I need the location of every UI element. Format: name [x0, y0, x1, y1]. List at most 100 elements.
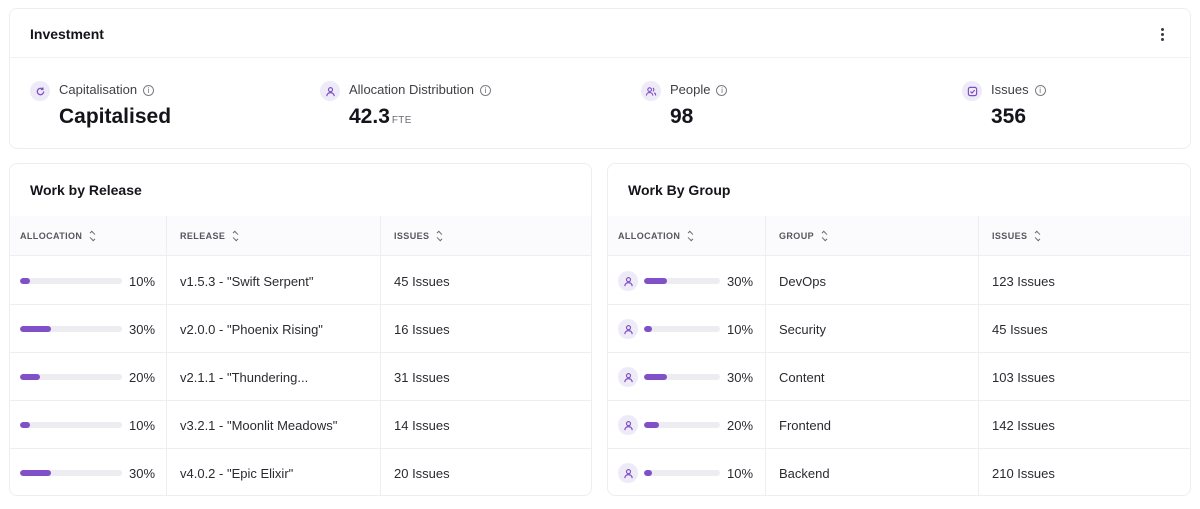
metric-value: 98	[670, 105, 694, 128]
table-row[interactable]: 20% Frontend 142 Issues	[608, 401, 1190, 449]
release-name[interactable]: v2.1.1 - "Thundering...	[180, 369, 309, 385]
allocation-cell: 30%	[618, 257, 753, 305]
work-by-release-title: Work by Release	[30, 182, 142, 198]
allocation-percent: 10%	[727, 321, 754, 337]
sort-icon[interactable]	[232, 230, 239, 242]
table-row[interactable]: 20% v2.1.1 - "Thundering... 31 Issues	[10, 353, 591, 401]
allocation-cell: 10%	[618, 449, 754, 495]
issues-count[interactable]: 142 Issues	[992, 417, 1055, 433]
allocation-bar-fill	[644, 470, 652, 476]
release-name[interactable]: v4.0.2 - "Epic Elixir"	[180, 465, 294, 481]
group-name[interactable]: DevOps	[779, 273, 826, 289]
allocation-bar-fill	[20, 278, 31, 284]
column-issues[interactable]: ISSUES	[992, 216, 1041, 256]
investment-card: Investment Capitalisation i Capitalised A…	[9, 8, 1191, 149]
group-name[interactable]: Backend	[779, 465, 830, 481]
divider	[10, 57, 1190, 58]
allocation-cell: 20%	[20, 353, 155, 401]
allocation-bar	[20, 374, 122, 380]
info-icon[interactable]: i	[480, 85, 492, 96]
allocation-bar-fill	[644, 278, 667, 284]
more-options-icon[interactable]	[1154, 25, 1170, 43]
allocation-bar	[20, 470, 122, 476]
metric-value: 42.3	[349, 105, 390, 128]
metric-label: Capitalisation	[59, 82, 138, 97]
allocation-percent: 10%	[129, 273, 156, 289]
allocation-percent: 30%	[727, 273, 754, 289]
table-row[interactable]: 10% v1.5.3 - "Swift Serpent" 45 Issues	[10, 257, 591, 305]
allocation-bar-fill	[20, 326, 51, 332]
table-row[interactable]: 10% Backend 210 Issues	[608, 449, 1190, 495]
sort-icon[interactable]	[1035, 230, 1041, 242]
allocation-bar-fill	[20, 422, 31, 428]
allocation-cell: 10%	[20, 401, 155, 449]
allocation-bar-fill	[644, 374, 667, 380]
issues-count[interactable]: 103 Issues	[992, 369, 1055, 385]
investment-title: Investment	[30, 26, 104, 42]
table-row[interactable]: 30% DevOps 123 Issues	[608, 257, 1190, 305]
allocation-percent: 20%	[727, 417, 754, 433]
metric-label: Issues	[991, 82, 1029, 97]
info-icon[interactable]: i	[716, 85, 728, 96]
metric-value: 356	[991, 105, 1027, 128]
allocation-bar	[644, 374, 720, 380]
work-by-release-card: Work by Release ALLOCATION RELEASE ISSUE…	[9, 163, 592, 496]
metric-label: People	[670, 82, 711, 97]
issues-count[interactable]: 45 Issues	[992, 321, 1048, 337]
issues-count[interactable]: 20 Issues	[394, 465, 450, 481]
allocation-bar	[20, 278, 122, 284]
user-icon	[618, 271, 638, 291]
allocation-bar-fill	[20, 470, 51, 476]
allocation-cell: 30%	[618, 353, 753, 401]
column-group[interactable]: GROUP	[779, 216, 828, 256]
info-icon[interactable]: i	[143, 85, 155, 96]
allocation-cell: 20%	[618, 401, 753, 449]
column-release[interactable]: RELEASE	[180, 216, 239, 256]
group-name[interactable]: Frontend	[779, 417, 832, 433]
issues-count[interactable]: 123 Issues	[992, 273, 1055, 289]
table-row[interactable]: 10% Security 45 Issues	[608, 305, 1190, 353]
issues-count[interactable]: 210 Issues	[992, 465, 1055, 481]
check-square-icon	[962, 81, 982, 101]
user-icon	[618, 367, 638, 387]
allocation-percent: 30%	[129, 321, 156, 337]
allocation-bar-fill	[20, 374, 41, 380]
table-row[interactable]: 30% v4.0.2 - "Epic Elixir" 20 Issues	[10, 449, 591, 495]
allocation-percent: 20%	[129, 369, 156, 385]
sort-icon[interactable]	[687, 230, 694, 242]
issues-count[interactable]: 31 Issues	[394, 369, 450, 385]
table-row[interactable]: 30% v2.0.0 - "Phoenix Rising" 16 Issues	[10, 305, 591, 353]
metric-label: Allocation Distribution	[349, 82, 475, 97]
issues-count[interactable]: 16 Issues	[394, 321, 450, 337]
allocation-bar	[644, 422, 720, 428]
release-name[interactable]: v1.5.3 - "Swift Serpent"	[180, 273, 314, 289]
table-header: ALLOCATION GROUP ISSUES	[608, 216, 1190, 256]
allocation-bar	[20, 326, 122, 332]
sort-icon[interactable]	[821, 230, 828, 242]
table-row[interactable]: 30% Content 103 Issues	[608, 353, 1190, 401]
allocation-cell: 30%	[20, 305, 155, 353]
allocation-cell: 30%	[20, 449, 155, 495]
allocation-percent: 10%	[727, 465, 754, 481]
group-name[interactable]: Security	[779, 321, 826, 337]
sort-icon[interactable]	[89, 230, 96, 242]
issues-count[interactable]: 14 Issues	[394, 417, 450, 433]
info-icon[interactable]: i	[1034, 85, 1046, 96]
table-header: ALLOCATION RELEASE ISSUES	[10, 216, 591, 256]
issues-count[interactable]: 45 Issues	[394, 273, 450, 289]
work-by-group-card: Work By Group ALLOCATION GROUP ISSUES 30…	[607, 163, 1191, 496]
column-allocation[interactable]: ALLOCATION	[618, 216, 694, 256]
release-name[interactable]: v3.2.1 - "Moonlit Meadows"	[180, 417, 338, 433]
column-issues[interactable]: ISSUES	[394, 216, 443, 256]
release-name[interactable]: v2.0.0 - "Phoenix Rising"	[180, 321, 323, 337]
refresh-icon	[30, 81, 50, 101]
group-name[interactable]: Content	[779, 369, 825, 385]
users-icon	[641, 81, 661, 101]
column-allocation[interactable]: ALLOCATION	[20, 216, 96, 256]
allocation-cell: 10%	[618, 305, 753, 353]
table-row[interactable]: 10% v3.2.1 - "Moonlit Meadows" 14 Issues	[10, 401, 591, 449]
sort-icon[interactable]	[437, 230, 443, 242]
user-icon	[320, 81, 340, 101]
metric-unit: FTE	[391, 115, 412, 126]
allocation-bar	[644, 470, 720, 476]
